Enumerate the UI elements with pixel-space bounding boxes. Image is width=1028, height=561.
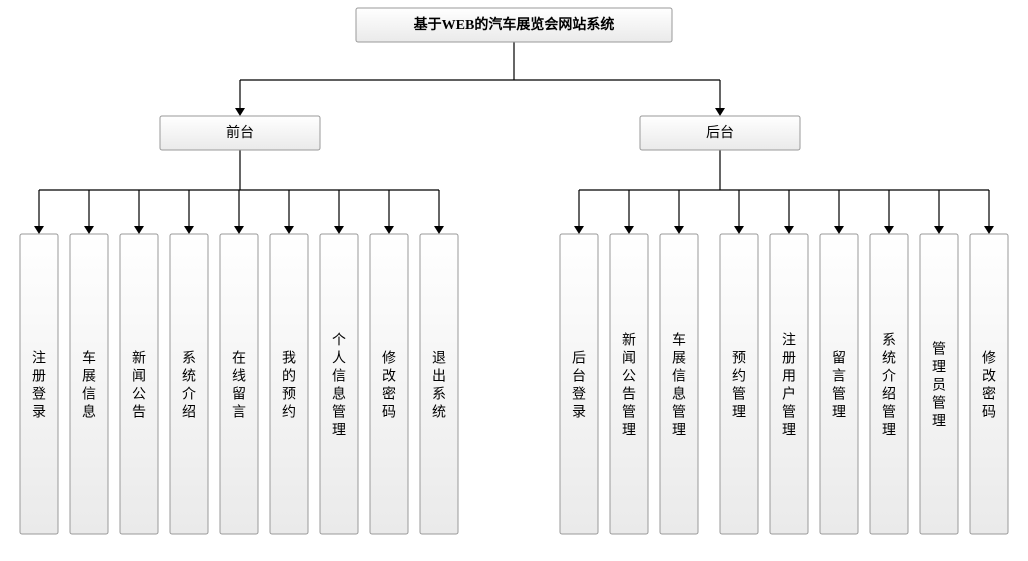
org-tree-diagram: 基于WEB的汽车展览会网站系统前台后台注册登录车展信息新闻公告系统介绍在线留言我… (0, 0, 1028, 561)
mid-back-label: 后台 (706, 125, 734, 141)
root-node-label: 基于WEB的汽车展览会网站系统 (414, 16, 615, 33)
boxes-layer: 基于WEB的汽车展览会网站系统前台后台注册登录车展信息新闻公告系统介绍在线留言我… (20, 8, 1008, 534)
mid-front-label: 前台 (226, 124, 254, 141)
leaf-b8-label: 管理员管理 (932, 341, 946, 429)
